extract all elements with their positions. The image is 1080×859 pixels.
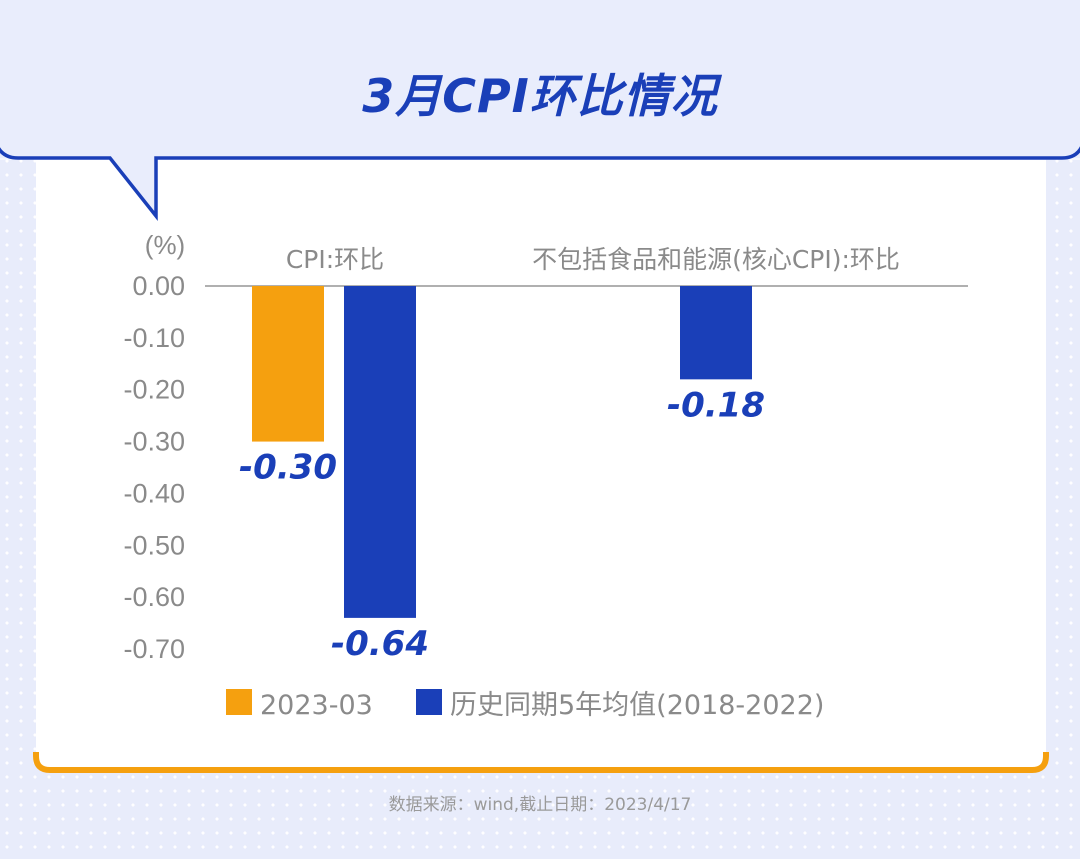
y-tick-label: -0.40 [123, 478, 185, 508]
y-axis: 0.00 -0.10 -0.20 -0.30 -0.40 -0.50 -0.60 -0.70 [123, 271, 185, 664]
source-note: 数据来源：wind,截止日期：2023/4/17 [389, 795, 692, 815]
category-labels: CPI:环比 不包括食品和能源(核心CPI):环比 [286, 245, 900, 274]
bars [252, 286, 752, 618]
y-tick-label: -0.70 [123, 634, 185, 664]
title-banner [0, 0, 1080, 216]
legend: 2023-03 历史同期5年均值(2018-2022) [226, 689, 824, 721]
y-tick-label: 0.00 [132, 271, 185, 301]
data-label: -0.30 [239, 448, 337, 488]
page-title: 3月CPI环比情况 [362, 69, 723, 123]
chart: (%) 0.00 -0.10 -0.20 -0.30 -0.40 -0.50 -0.60 -0… [123, 230, 968, 721]
data-labels: -0.30 -0.64 -0.18 [239, 385, 765, 664]
y-tick-label: -0.50 [123, 530, 185, 560]
legend-label: 历史同期5年均值(2018-2022) [450, 690, 824, 721]
y-tick-label: -0.20 [123, 375, 185, 405]
legend-label: 2023-03 [260, 690, 373, 721]
y-axis-unit: (%) [145, 230, 185, 260]
bar [252, 286, 324, 442]
y-tick-label: -0.10 [123, 323, 185, 353]
title-banner-outline [0, 146, 1080, 222]
y-tick-label: -0.60 [123, 582, 185, 612]
category-label: 不包括食品和能源(核心CPI):环比 [532, 245, 900, 274]
legend-swatch [416, 689, 442, 715]
data-label: -0.64 [331, 624, 429, 664]
data-label: -0.18 [667, 385, 765, 425]
bar [344, 286, 416, 618]
category-label: CPI:环比 [286, 245, 384, 274]
card-bottom-border [33, 752, 1049, 773]
bar [680, 286, 752, 380]
legend-swatch [226, 689, 252, 715]
y-tick-label: -0.30 [123, 427, 185, 457]
